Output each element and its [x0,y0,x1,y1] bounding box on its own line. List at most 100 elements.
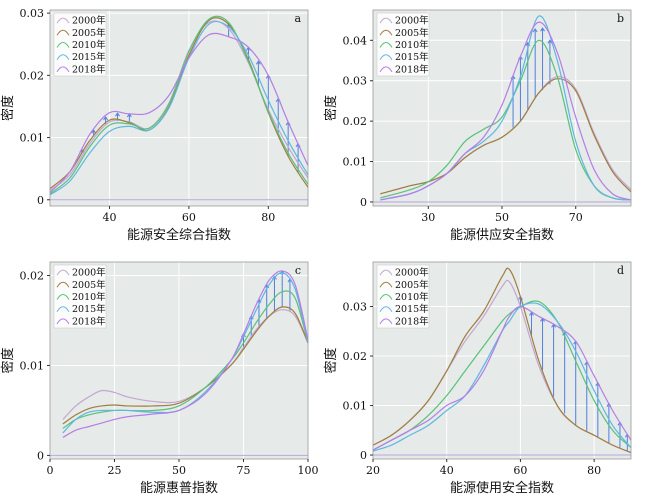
arrow-head [255,60,261,65]
y-tick-label: 0.02 [20,69,45,82]
density-curve-2018年 [372,305,632,451]
legend-label: 2015年 [72,51,106,63]
y-tick-label: 0.02 [343,115,368,128]
density-curve-2015年 [372,302,632,452]
arrow-head [115,112,120,117]
x-tick-label: 25 [108,464,122,477]
legend-label: 2010年 [395,39,429,51]
x-tick-label: 60 [182,211,196,224]
legend-swatch [379,17,393,24]
legend-label: 2005年 [72,27,106,39]
x-tick-label: 20 [366,464,380,477]
y-tick-label: 0 [360,196,367,209]
legend-swatch [56,269,70,276]
legend-label: 2018年 [395,315,429,327]
legend-swatch [56,281,70,288]
panel-letter: d [617,264,624,277]
legend-box [376,12,430,77]
y-tick-label: 0.04 [343,34,368,47]
legend-swatch [379,42,393,48]
legend-swatch [56,17,70,24]
x-tick-label: 40 [440,464,454,477]
legend-label: 2018年 [72,315,106,327]
density-curve-2005年 [62,306,309,425]
legend-swatch [56,318,70,325]
legend-label: 2005年 [395,279,429,291]
y-axis-title: 密度 [0,347,16,373]
x-tick-label: 30 [421,211,435,224]
legend-label: 2015年 [395,303,429,315]
x-tick-label: 80 [587,464,601,477]
legend-label: 2010年 [72,291,106,303]
y-axis-title: 密度 [323,95,339,121]
x-tick-label: 50 [495,211,509,224]
legend-swatch [379,306,393,312]
panel-a: 40 60 80 0 0.01 0.02 0.03 能源安全综合指数 密度 a 2000年2005年… [0,7,309,243]
legend-swatch [379,318,393,325]
legend-label: 2000年 [395,15,429,27]
panel-letter: c [295,264,301,277]
y-tick-label: 0.03 [20,7,45,20]
y-tick-label: 0.01 [20,132,45,145]
y-tick-label: 0.02 [343,350,368,363]
y-tick-label: 0.03 [343,301,368,314]
legend-swatch [379,54,393,60]
legend-swatch [379,269,393,276]
legend-label: 2010年 [395,291,429,303]
y-tick-label: 0 [37,449,44,462]
arrow-head [91,129,97,134]
panel-c: 0 25 50 75 10000.010.02能源惠普指数密度c2000年2005年20… [0,261,319,496]
density-curve-2018年 [49,32,309,193]
panel-b: 30 50 7000.010.020.030.04能源供应安全指数密度b2000年2… [323,9,632,243]
panel-letter: a [294,12,301,25]
density-curve-2005年 [372,267,632,454]
x-tick-label: 100 [298,464,319,477]
legend-label: 2018年 [72,63,106,75]
arrow-head [540,27,545,32]
density-curve-2018年 [380,21,632,201]
density-curve-2010年 [62,290,309,429]
y-axis-title: 密度 [0,95,16,121]
legend-label: 2005年 [72,279,106,291]
legend-swatch [379,66,393,73]
panel-letter: b [617,12,624,25]
y-tick-label: 0 [37,194,44,207]
legend-label: 2015年 [395,51,429,63]
legend-label: 2000年 [395,267,429,279]
plot-frame [49,9,309,207]
y-tick-label: 0.01 [343,400,368,413]
legend-label: 2000年 [72,267,106,279]
density-curve-2018年 [62,270,309,438]
legend-label: 2015年 [72,303,106,315]
legend-swatch [379,294,393,300]
legend-swatch [379,281,393,288]
legend-swatch [379,29,393,36]
arrow-head [532,28,538,33]
legend-label: 2018年 [395,63,429,75]
x-tick-label: 0 [47,464,54,477]
density-curve-2015年 [62,272,309,434]
legend-swatch [56,294,70,300]
legend-label: 2000年 [72,15,106,27]
y-tick-label: 0.03 [343,75,368,88]
x-tick-label: 70 [569,211,583,224]
y-tick-label: 0.01 [343,156,368,169]
density-curve-2015年 [49,20,309,196]
x-tick-label: 60 [513,464,527,477]
legend-box [376,264,430,329]
legend-swatch [56,54,70,60]
legend-swatch [56,42,70,48]
legend-swatch [56,66,70,73]
arrow-head [547,39,553,44]
y-axis-title: 密度 [323,347,339,373]
y-tick-label: 0 [360,449,367,462]
x-axis-title: 能源供应安全指数 [450,227,554,243]
legend-label: 2010年 [72,39,106,51]
x-tick-label: 50 [172,464,186,477]
legend-swatch [56,29,70,36]
